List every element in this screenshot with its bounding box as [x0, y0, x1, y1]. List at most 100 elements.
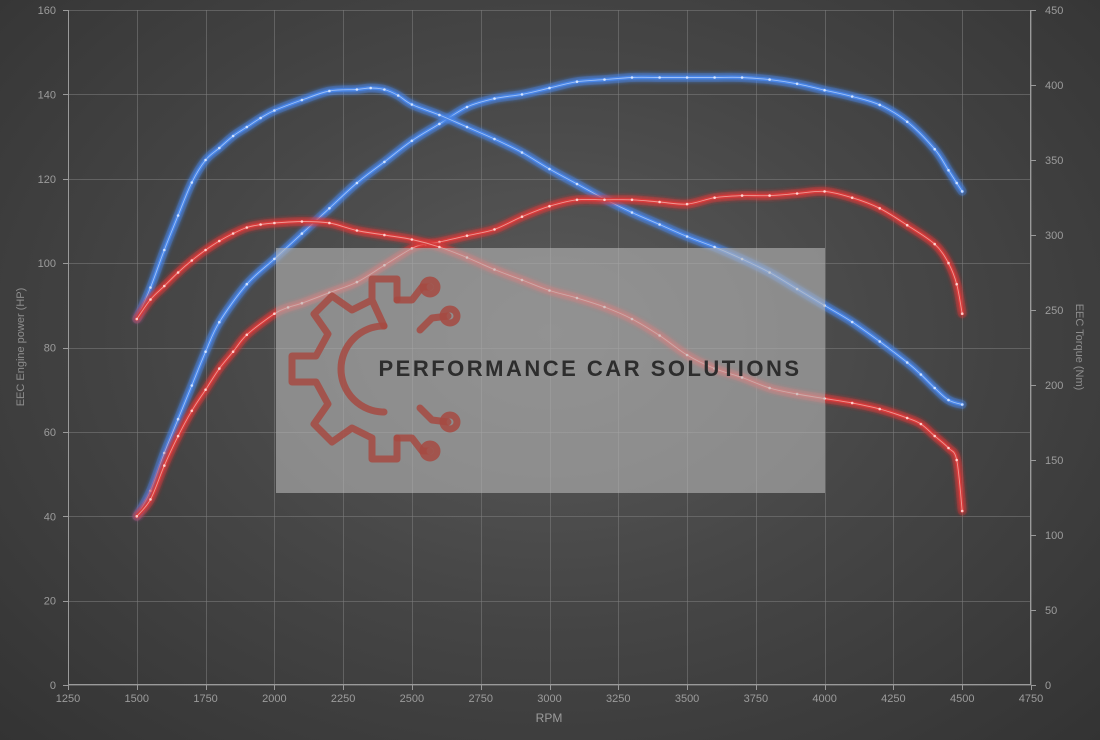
series-point — [823, 190, 826, 193]
series-point — [410, 103, 414, 106]
series-point — [465, 125, 469, 129]
series-point — [850, 95, 854, 98]
series-point — [493, 228, 496, 231]
right-tick-label: 0 — [1045, 680, 1051, 692]
series-point — [300, 98, 304, 102]
series-3-power — [132, 186, 967, 521]
series-point — [204, 248, 207, 252]
x-tick-label: 2000 — [262, 693, 286, 705]
x-tick-label: 4500 — [950, 693, 974, 705]
series-point — [383, 88, 386, 91]
series-point — [149, 286, 152, 289]
series-point — [493, 97, 496, 100]
series-point — [850, 401, 854, 405]
watermark-panel — [276, 248, 825, 493]
series-point — [369, 86, 373, 90]
series-point — [355, 229, 359, 232]
series-point — [273, 312, 276, 316]
series-point — [575, 198, 579, 202]
series-point — [878, 103, 881, 107]
series-point — [245, 226, 249, 229]
series-point — [947, 398, 950, 402]
series-point — [933, 386, 936, 390]
series-point — [603, 198, 606, 202]
series-point — [465, 105, 469, 109]
series-point — [355, 181, 359, 185]
right-tick-label: 450 — [1045, 5, 1063, 17]
series-point — [163, 284, 166, 288]
x-tick-label: 3000 — [537, 693, 561, 705]
series-point — [135, 317, 139, 321]
x-tick-label: 4000 — [812, 693, 836, 705]
series-point — [163, 451, 166, 455]
series-point — [768, 78, 771, 81]
left-tick-label: 120 — [38, 174, 56, 186]
series-point — [878, 407, 881, 411]
series-point — [548, 167, 551, 171]
series-point — [685, 76, 689, 79]
series-point — [438, 240, 441, 244]
series-point — [218, 239, 221, 243]
x-tick-label: 3250 — [606, 693, 630, 705]
series-line-core — [136, 87, 963, 405]
series-point — [245, 282, 249, 286]
right-axis-title: EEC Torque (Nm) — [1073, 304, 1085, 391]
x-tick-label: 2750 — [468, 693, 492, 705]
axes — [68, 10, 1031, 685]
right-tick-label: 50 — [1045, 605, 1057, 617]
x-tick-label: 3750 — [744, 693, 768, 705]
series-point — [630, 211, 634, 214]
series-point — [919, 422, 923, 426]
series-point — [163, 248, 166, 252]
series-point — [383, 160, 386, 164]
gear-circuit-icon — [288, 275, 461, 463]
series-point — [685, 235, 689, 238]
series-point — [190, 181, 194, 184]
series-point — [493, 137, 496, 141]
left-tick-label: 140 — [38, 89, 56, 101]
series-point — [149, 489, 152, 493]
x-tick-label: 2500 — [400, 693, 424, 705]
series-point — [328, 221, 331, 225]
x-tick-label: 1500 — [125, 693, 149, 705]
series-point — [933, 242, 936, 246]
x-tick-label: 1250 — [56, 693, 80, 705]
series-point — [135, 515, 139, 518]
series-point — [919, 373, 923, 376]
series-point — [465, 234, 469, 237]
series-point — [355, 88, 359, 91]
series-point — [231, 350, 235, 354]
right-tick-label: 350 — [1045, 155, 1063, 167]
series-point — [149, 298, 152, 301]
series-point — [520, 93, 524, 96]
series-point — [575, 80, 579, 83]
series-point — [795, 82, 799, 86]
series-point — [658, 223, 661, 226]
x-tick-label: 4750 — [1019, 693, 1043, 705]
series-point — [905, 120, 909, 124]
series-point — [176, 417, 180, 421]
grid — [68, 10, 1032, 686]
series-point — [163, 464, 166, 467]
series-point — [603, 78, 606, 81]
series-point — [960, 403, 964, 406]
series-point — [204, 350, 207, 354]
series-point — [328, 89, 331, 93]
x-tick-label: 3500 — [675, 693, 699, 705]
series-point — [149, 498, 152, 501]
series-point — [713, 245, 716, 249]
series-point — [204, 388, 207, 392]
left-tick-label: 160 — [38, 5, 56, 17]
series-point — [630, 198, 634, 202]
series-point — [947, 169, 950, 172]
left-tick-label: 100 — [38, 258, 56, 270]
series-2-torque — [132, 83, 967, 409]
x-tick-label: 2250 — [331, 693, 355, 705]
left-tick-label: 80 — [44, 343, 56, 355]
series-point — [273, 221, 276, 225]
series-point — [231, 134, 235, 138]
series-point — [328, 207, 331, 210]
tick-labels: 1250 1500 1750 2000 2250 2500 2750 3000 3250 3500… — [38, 5, 1064, 705]
series-point — [259, 223, 262, 226]
